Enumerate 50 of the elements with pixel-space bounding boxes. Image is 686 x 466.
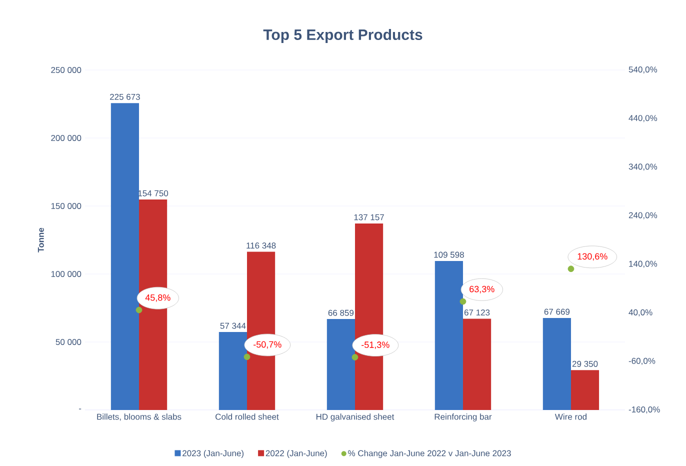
- y2-tick-label: 540,0%: [628, 66, 658, 74]
- data-label: 137 157: [354, 214, 384, 220]
- y2-tick-label: 140,0%: [629, 260, 658, 268]
- bar: [434, 260, 463, 410]
- y-axis-title: Tonne: [38, 228, 44, 252]
- y-tick-label: 250 000: [51, 66, 82, 73]
- bar: [542, 318, 571, 410]
- data-label: 66 859: [328, 310, 354, 316]
- x-tick-label: HD galvanised sheet: [316, 414, 394, 422]
- data-label: 130,6%: [578, 253, 608, 261]
- data-label: 29 350: [572, 360, 598, 367]
- y-tick-label: 50 000: [56, 338, 82, 345]
- data-label: 45,8%: [145, 294, 170, 302]
- y2-tick-label: 40,0%: [628, 309, 652, 316]
- bar: [218, 332, 248, 410]
- point: [568, 266, 574, 272]
- chart-title: Top 5 Export Products: [263, 29, 422, 43]
- y2-tick-label: 240,0%: [628, 212, 658, 220]
- y2-tick-label: -160,0%: [628, 406, 660, 414]
- legend-label: % Change Jan-June 2022 v Jan-June 2023: [348, 450, 511, 458]
- legend-label: 2022 (Jan-June): [266, 450, 327, 458]
- x-tick-label: Reinforcing bar: [434, 414, 492, 422]
- y-tick-label: -: [79, 408, 82, 410]
- data-label: -51,3%: [362, 342, 390, 349]
- data-label: 63,3%: [470, 286, 494, 294]
- data-label: 57 344: [220, 322, 246, 329]
- point: [136, 306, 142, 314]
- bar: [462, 318, 492, 410]
- data-label: 109 598: [434, 252, 464, 258]
- y2-tick-label: 340,0%: [628, 164, 658, 171]
- data-label: 67 123: [464, 309, 490, 316]
- point: [460, 298, 466, 305]
- data-label: 225 673: [110, 94, 140, 100]
- bar: [110, 103, 140, 410]
- data-label: 67 669: [544, 308, 570, 315]
- bar: [326, 319, 355, 410]
- point: [244, 354, 250, 360]
- y-tick-label: 150 000: [51, 202, 82, 209]
- legend-label: 2023 (Jan-June): [182, 450, 244, 458]
- bar: [570, 370, 600, 410]
- data-label: -50,7%: [254, 341, 282, 349]
- y2-tick-label: 440,0%: [628, 115, 658, 122]
- y-tick-label: 200 000: [51, 134, 82, 141]
- y2-tick-label: -60,0%: [628, 358, 656, 365]
- x-tick-label: Billets, blooms & slabs: [97, 414, 182, 421]
- x-tick-label: Cold rolled sheet: [216, 414, 279, 420]
- y-tick-label: 100 000: [51, 270, 82, 277]
- point: [352, 354, 358, 360]
- data-label: 116 348: [246, 242, 276, 249]
- x-tick-label: Wire rod: [554, 414, 586, 420]
